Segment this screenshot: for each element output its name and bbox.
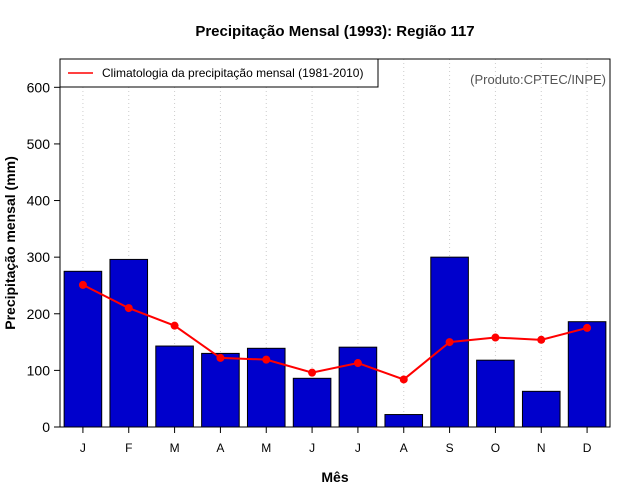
climatology-point: [170, 321, 179, 330]
y-tick-label: 200: [27, 306, 51, 322]
legend: Climatologia da precipitação mensal (198…: [59, 58, 379, 88]
y-tick-label: 400: [27, 193, 51, 209]
x-tick-label: O: [491, 441, 500, 455]
x-tick-label: D: [583, 441, 592, 455]
bar: [155, 345, 194, 428]
bar: [521, 390, 561, 428]
x-tick-label: F: [125, 441, 132, 455]
credit-text: (Produto:CPTEC/INPE): [470, 72, 606, 87]
climatology-series: [78, 280, 592, 384]
chart-title: Precipitação Mensal (1993): Região 117: [195, 23, 474, 40]
x-tick-label: A: [216, 441, 224, 455]
x-tick-label: N: [537, 441, 546, 455]
y-tick-label: 300: [27, 249, 51, 265]
x-tick-label: A: [400, 441, 408, 455]
bar: [476, 359, 515, 428]
climatology-point: [353, 359, 362, 368]
legend-label: Climatologia da precipitação mensal (198…: [102, 66, 363, 80]
climatology-point: [308, 368, 317, 377]
climatology-point: [583, 323, 592, 332]
legend-box: [59, 58, 379, 88]
climatology-point: [491, 333, 500, 342]
bar: [63, 270, 103, 428]
bar: [384, 414, 424, 428]
x-tick-label: M: [261, 441, 271, 455]
grid-lines: [82, 59, 588, 427]
climatology-point: [445, 338, 454, 347]
y-tick-label: 500: [27, 136, 51, 152]
bar: [430, 256, 469, 428]
climatology-point: [399, 375, 408, 384]
climatology-point: [78, 280, 87, 289]
bar: [201, 352, 240, 428]
y-tick-label: 600: [27, 79, 51, 95]
y-axis-label: Precipitação mensal (mm): [2, 156, 18, 330]
climatology-point: [262, 355, 271, 364]
x-tick-label: S: [446, 441, 454, 455]
x-tick-label: M: [170, 441, 180, 455]
bar: [567, 321, 607, 428]
climatology-point: [216, 353, 225, 362]
x-axis-label: Mês: [321, 469, 348, 485]
x-tick-label: J: [80, 441, 86, 455]
y-axis: 0 100 200 300 400 500 600: [27, 79, 60, 435]
y-tick-label: 100: [27, 362, 51, 378]
climatology-point: [124, 304, 133, 313]
bar: [109, 258, 149, 428]
x-tick-label: J: [355, 441, 361, 455]
bar: [292, 377, 332, 428]
bar-series: [63, 256, 607, 428]
x-tick-label: J: [309, 441, 315, 455]
y-tick-label: 0: [42, 419, 50, 435]
climatology-point: [537, 335, 546, 344]
climatology-line: [82, 284, 588, 381]
